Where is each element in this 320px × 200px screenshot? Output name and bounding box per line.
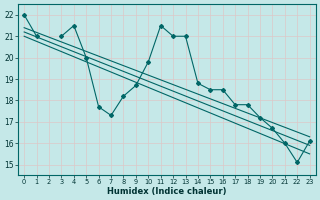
X-axis label: Humidex (Indice chaleur): Humidex (Indice chaleur) bbox=[107, 187, 227, 196]
